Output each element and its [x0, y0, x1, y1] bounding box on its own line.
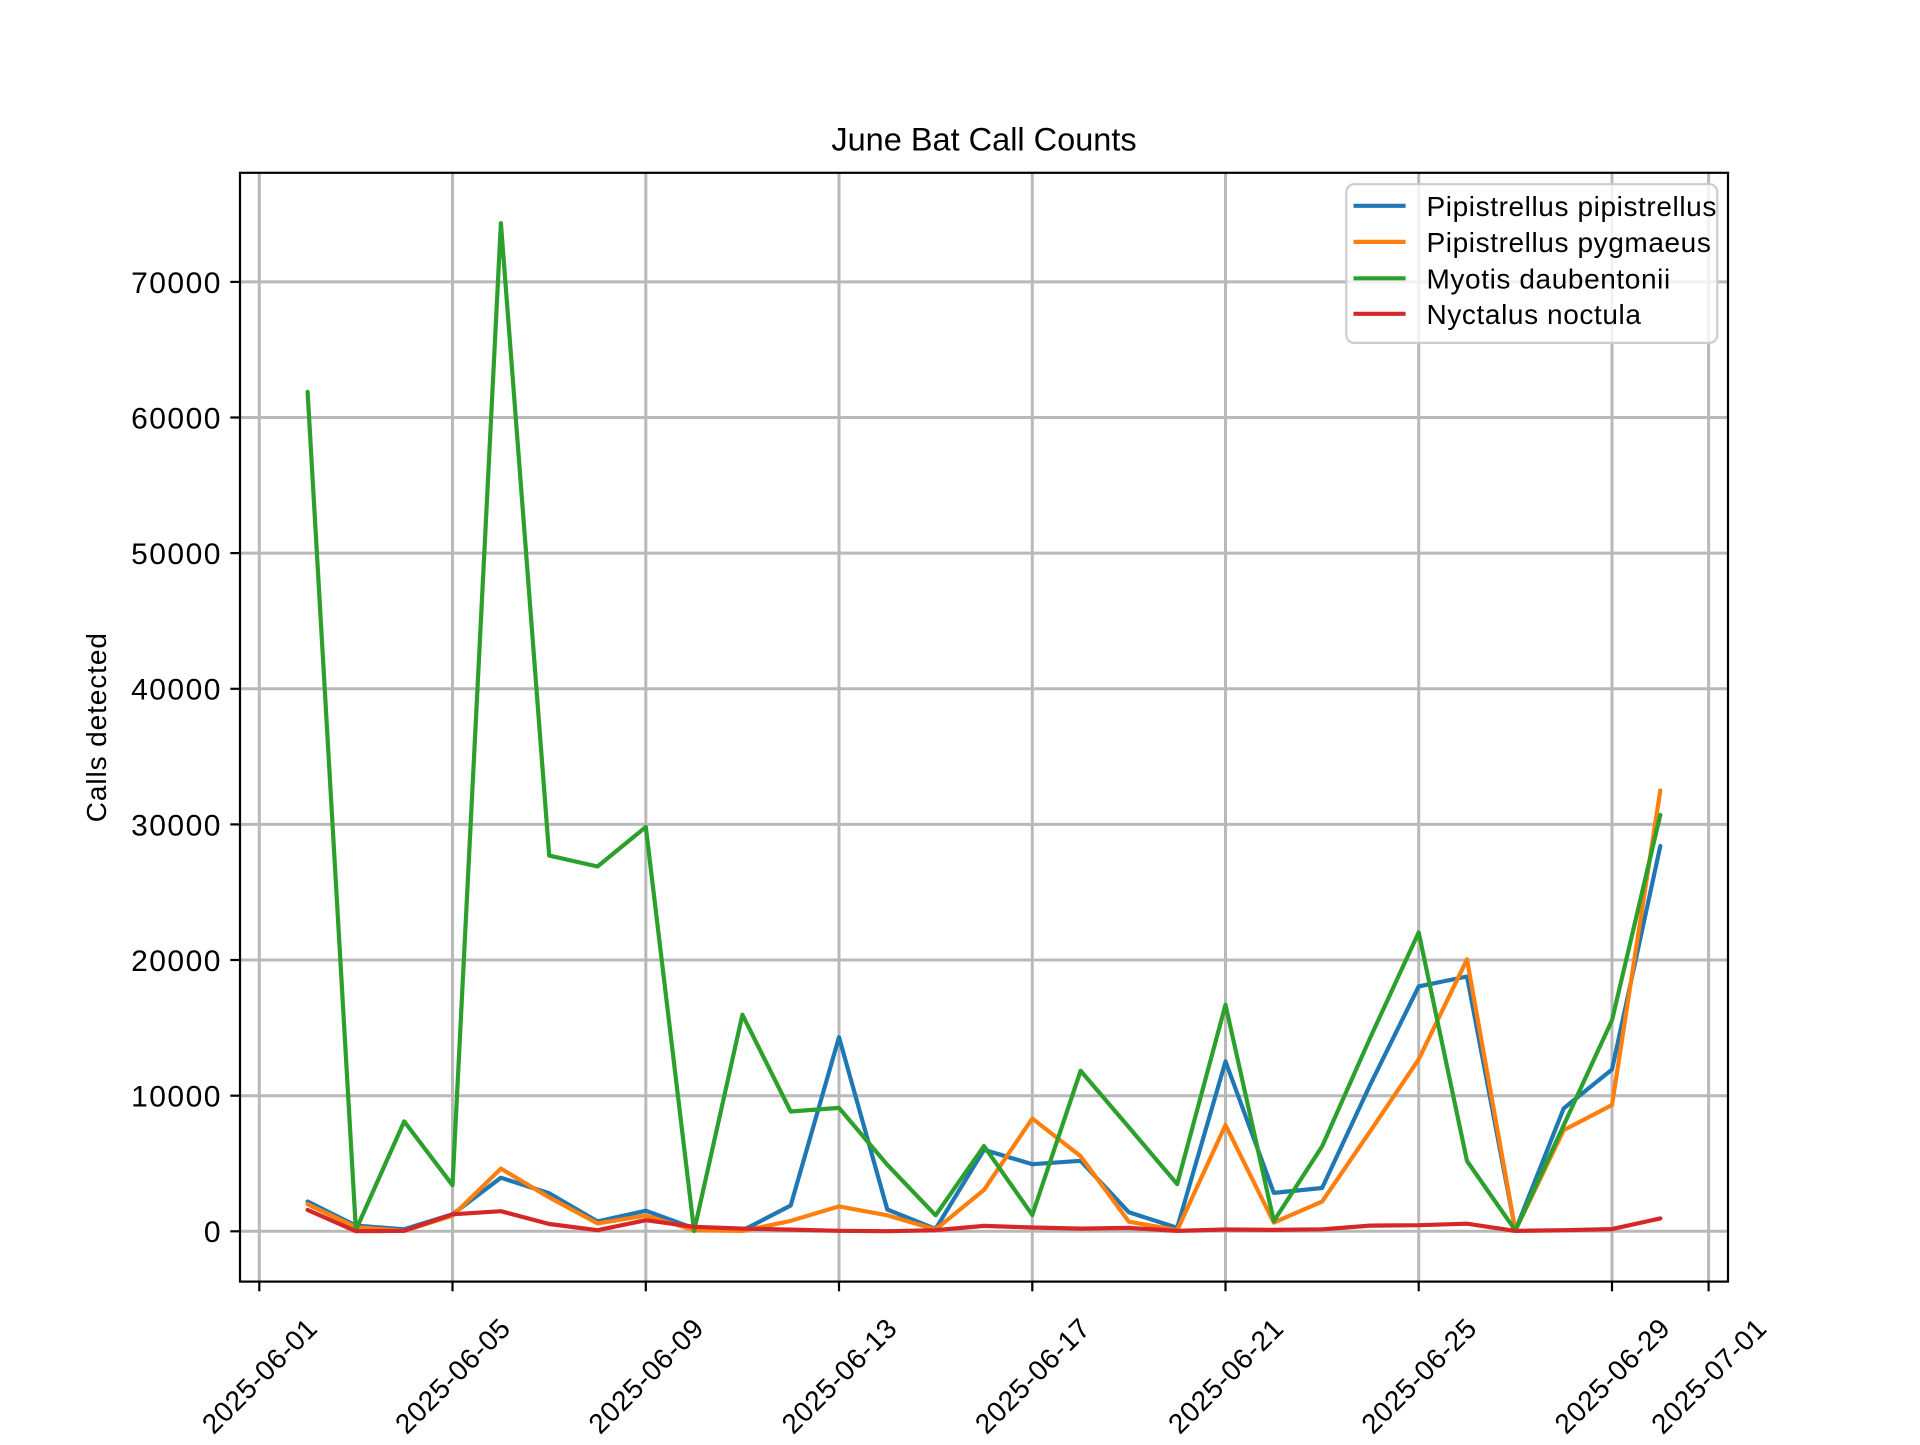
- svg-text:June Bat Call Counts: June Bat Call Counts: [831, 122, 1136, 158]
- svg-text:60000: 60000: [131, 402, 222, 435]
- svg-text:70000: 70000: [131, 267, 222, 300]
- svg-text:Myotis daubentonii: Myotis daubentonii: [1427, 264, 1671, 295]
- svg-text:20000: 20000: [131, 945, 222, 978]
- svg-text:Pipistrellus pipistrellus: Pipistrellus pipistrellus: [1427, 191, 1717, 222]
- svg-text:10000: 10000: [131, 1081, 222, 1114]
- svg-text:Calls detected: Calls detected: [81, 632, 112, 822]
- svg-text:30000: 30000: [131, 809, 222, 842]
- svg-text:Nyctalus noctula: Nyctalus noctula: [1427, 299, 1642, 330]
- svg-text:Pipistrellus pygmaeus: Pipistrellus pygmaeus: [1427, 227, 1712, 258]
- svg-text:40000: 40000: [131, 674, 222, 707]
- svg-text:50000: 50000: [131, 538, 222, 571]
- svg-text:0: 0: [204, 1216, 222, 1249]
